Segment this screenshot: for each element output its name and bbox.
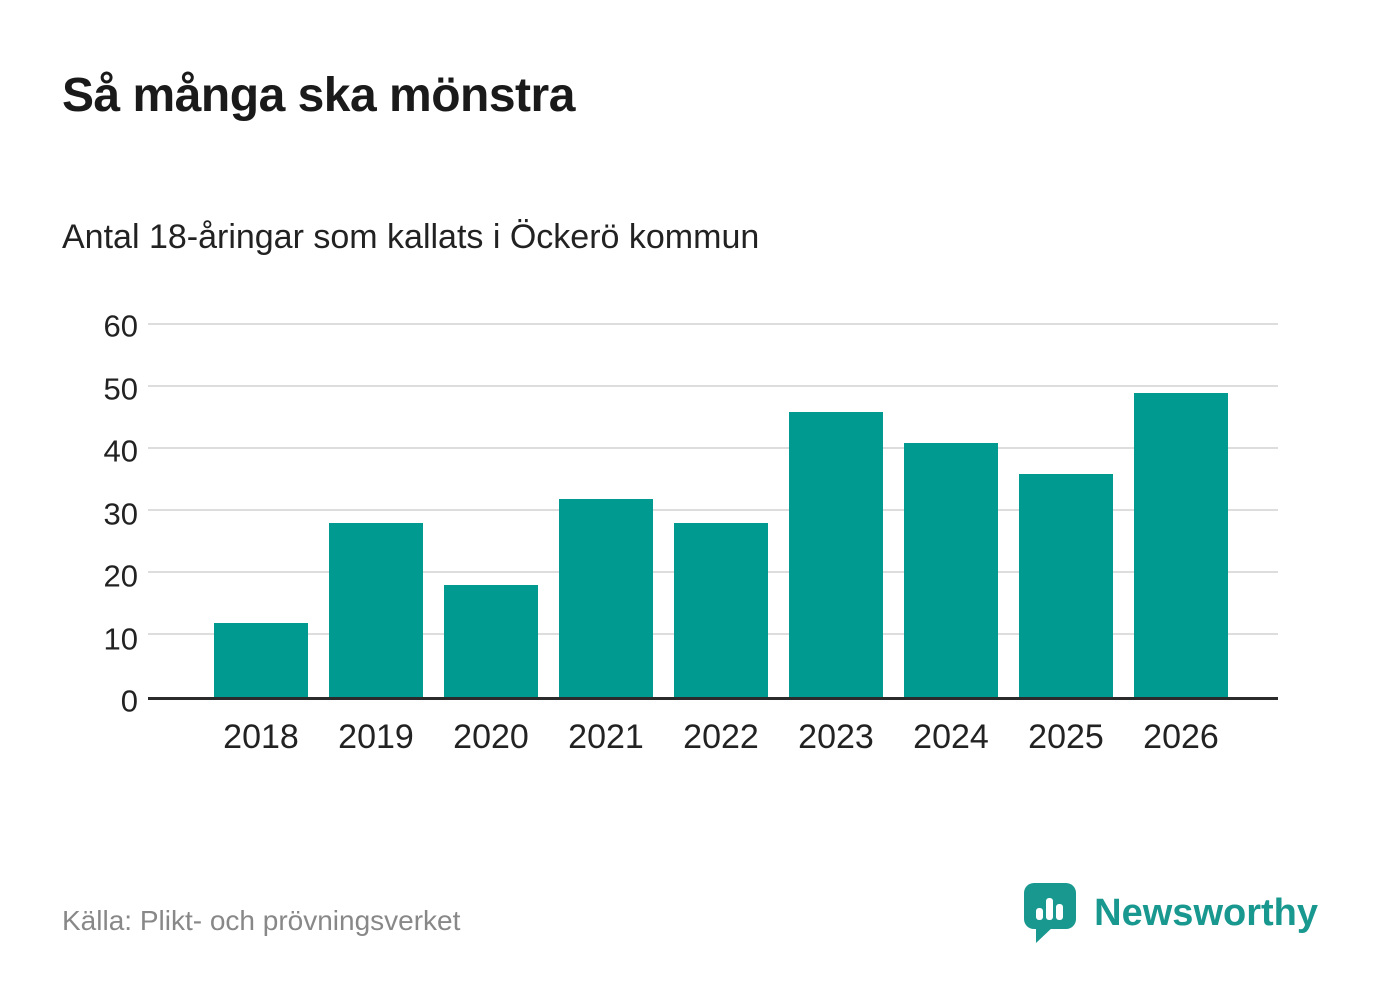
- bar-chart: 0 10 20 30 40 50 60 2018 2019 2020 2021 2022 2023 20…: [62, 311, 1278, 757]
- y-tick-label: 30: [103, 496, 138, 531]
- bar-2025: [1019, 473, 1113, 697]
- bar-2026: [1134, 393, 1228, 697]
- y-tick-label: 10: [103, 621, 138, 657]
- x-tick-label: 2020: [453, 718, 529, 756]
- y-tick-label: 0: [120, 683, 138, 719]
- gridline: [148, 509, 1278, 511]
- y-tick-label: 50: [103, 371, 138, 406]
- bar-2020: [444, 585, 538, 697]
- x-tick-label: 2019: [338, 718, 414, 756]
- x-tick-label: 2025: [1028, 718, 1104, 756]
- bar-2018: [214, 622, 308, 697]
- x-tick-label: 2023: [798, 718, 874, 756]
- gridline: [148, 385, 1278, 387]
- gridline: [148, 447, 1278, 449]
- newsworthy-logo-icon: [1024, 883, 1077, 943]
- x-tick-label: 2022: [683, 718, 759, 756]
- bar-2019: [329, 523, 423, 697]
- bar-2021: [559, 498, 653, 697]
- bar-2023: [789, 411, 883, 697]
- chart-title: Så många ska mönstra: [62, 69, 575, 122]
- x-axis: 2018 2019 2020 2021 2022 2023 2024 2025 2026: [148, 700, 1278, 757]
- brand-name: Newsworthy: [1094, 891, 1318, 934]
- bar-2022: [674, 523, 768, 697]
- y-axis: 0 10 20 30 40 50 60: [62, 311, 148, 717]
- gridline: [148, 323, 1278, 325]
- bars-container: [148, 325, 1278, 697]
- x-tick-label: 2021: [568, 718, 644, 756]
- bar-2024: [904, 442, 998, 697]
- y-tick-label: 20: [103, 558, 138, 594]
- y-tick-label: 60: [103, 308, 138, 344]
- chart-subtitle: Antal 18-åringar som kallats i Öckerö ko…: [62, 218, 760, 256]
- y-tick-label: 40: [103, 433, 138, 469]
- source-caption: Källa: Plikt- och prövningsverket: [62, 905, 461, 936]
- x-tick-label: 2024: [913, 718, 989, 756]
- brand: Newsworthy: [1024, 883, 1318, 943]
- plot-area: [148, 323, 1278, 700]
- x-tick-label: 2026: [1143, 718, 1219, 756]
- x-tick-label: 2018: [223, 718, 299, 756]
